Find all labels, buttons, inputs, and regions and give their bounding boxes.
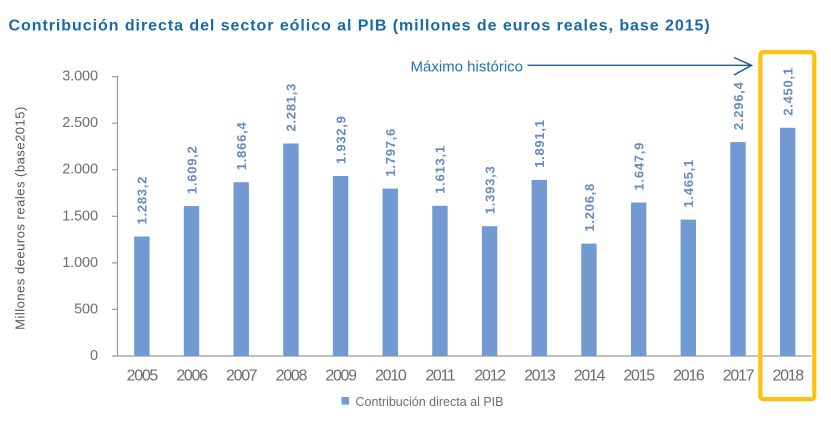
svg-text:1.465,1: 1.465,1 bbox=[681, 159, 696, 208]
svg-text:2.000: 2.000 bbox=[62, 162, 98, 178]
svg-text:2017: 2017 bbox=[723, 368, 755, 385]
svg-text:2013: 2013 bbox=[524, 368, 556, 385]
svg-text:Contribución directa al PIB: Contribución directa al PIB bbox=[356, 395, 504, 409]
svg-text:3.000: 3.000 bbox=[62, 69, 98, 85]
svg-text:Contribución directa del secto: Contribución directa del sector eólico a… bbox=[9, 18, 711, 35]
svg-text:Máximo histórico: Máximo histórico bbox=[411, 58, 524, 75]
svg-text:1.500: 1.500 bbox=[62, 208, 98, 224]
svg-text:1.393,3: 1.393,3 bbox=[482, 166, 497, 215]
svg-text:1.609,2: 1.609,2 bbox=[184, 145, 199, 194]
svg-text:2.450,1: 2.450,1 bbox=[780, 67, 795, 116]
svg-text:0: 0 bbox=[90, 348, 98, 364]
svg-text:2005: 2005 bbox=[127, 368, 159, 385]
svg-text:2014: 2014 bbox=[574, 368, 606, 385]
svg-text:2018: 2018 bbox=[772, 368, 804, 385]
svg-text:2008: 2008 bbox=[276, 368, 308, 385]
svg-text:2006: 2006 bbox=[176, 368, 208, 385]
svg-text:Millones deeuros reales (base2: Millones deeuros reales (base2015) bbox=[13, 106, 28, 330]
svg-text:2012: 2012 bbox=[474, 368, 506, 385]
svg-text:1.000: 1.000 bbox=[62, 255, 98, 271]
svg-text:2.500: 2.500 bbox=[62, 115, 98, 131]
svg-text:1.797,6: 1.797,6 bbox=[383, 128, 398, 177]
svg-text:2.296,4: 2.296,4 bbox=[731, 81, 746, 130]
svg-text:2016: 2016 bbox=[673, 368, 705, 385]
svg-text:1.206,8: 1.206,8 bbox=[582, 183, 597, 232]
svg-text:1.647,9: 1.647,9 bbox=[631, 142, 646, 191]
svg-text:2.281,3: 2.281,3 bbox=[284, 83, 299, 132]
svg-text:500: 500 bbox=[74, 301, 98, 317]
svg-text:1.866,4: 1.866,4 bbox=[234, 122, 249, 171]
svg-text:2009: 2009 bbox=[325, 368, 357, 385]
svg-text:1.932,9: 1.932,9 bbox=[333, 115, 348, 164]
svg-text:1.613,1: 1.613,1 bbox=[433, 145, 448, 194]
svg-text:2015: 2015 bbox=[623, 368, 655, 385]
svg-text:1.283,2: 1.283,2 bbox=[135, 176, 150, 225]
svg-text:2007: 2007 bbox=[226, 368, 258, 385]
svg-text:1.891,1: 1.891,1 bbox=[532, 119, 547, 168]
svg-text:2010: 2010 bbox=[375, 368, 407, 385]
svg-text:2011: 2011 bbox=[425, 368, 456, 385]
